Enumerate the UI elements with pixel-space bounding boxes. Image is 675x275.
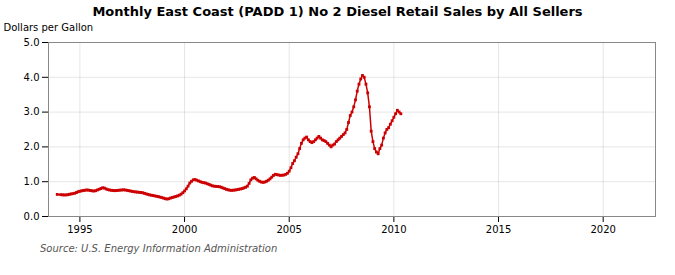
svg-text:4.0: 4.0 — [24, 72, 40, 83]
svg-text:Dollars per Gallon: Dollars per Gallon — [4, 22, 94, 33]
svg-text:1995: 1995 — [67, 224, 92, 235]
svg-text:2010: 2010 — [381, 224, 406, 235]
html-text:Source: U.S. Energy Informatio: Source: U.S. Energy Information Administ… — [40, 243, 278, 254]
svg-text:2015: 2015 — [486, 224, 511, 235]
svg-text:5.0: 5.0 — [24, 37, 40, 48]
svg-text:2020: 2020 — [590, 224, 615, 235]
svg-text:0.0: 0.0 — [24, 211, 40, 222]
svg-text:1.0: 1.0 — [24, 176, 40, 187]
svg-text:2.0: 2.0 — [24, 141, 40, 152]
svg-text:3.0: 3.0 — [24, 106, 40, 117]
html-text:Monthly East Coast (PADD 1) No: Monthly East Coast (PADD 1) No 2 Diesel … — [92, 4, 583, 19]
svg-text:2005: 2005 — [276, 224, 301, 235]
svg-text:2000: 2000 — [172, 224, 197, 235]
